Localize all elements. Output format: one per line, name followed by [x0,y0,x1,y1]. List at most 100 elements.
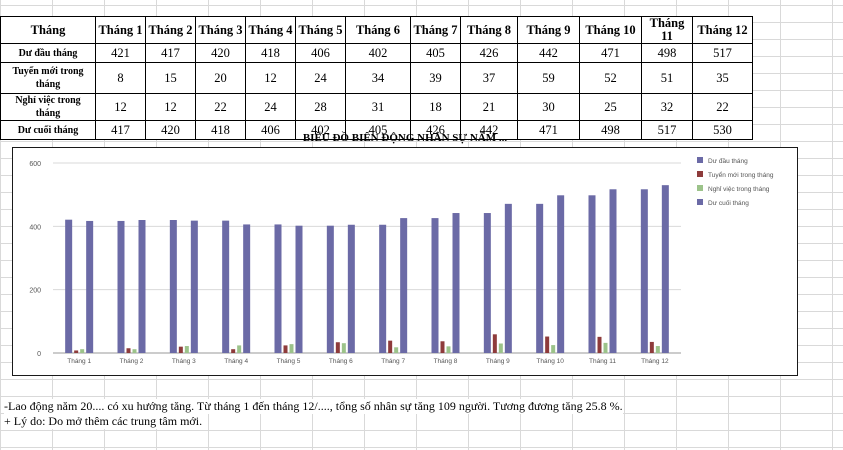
bar [551,345,556,353]
table-cell[interactable]: 417 [145,43,196,63]
table-cell[interactable]: 22 [195,93,246,121]
header-cell[interactable]: Tháng 7 [410,16,461,44]
header-cell[interactable]: Tháng 5 [295,16,346,44]
table-cell[interactable]: 39 [410,62,461,94]
table-cell[interactable]: 517 [692,43,753,63]
table-cell[interactable]: 20 [195,62,246,94]
bar [335,342,340,353]
chart-area[interactable]: 0 200 400 600 Tháng 1 Tháng 2 Tháng 3 Tháng 4 Th… [12,147,798,376]
table-cell[interactable]: 31 [345,93,411,121]
table-cell[interactable]: 418 [195,120,246,140]
table-cell[interactable]: 517 [641,120,693,140]
header-cell[interactable]: Tháng 4 [245,16,296,44]
header-cell[interactable]: Tháng 11 [641,16,693,44]
table-cell[interactable]: 37 [460,62,518,94]
table-cell[interactable]: 406 [295,43,346,63]
row-label[interactable]: Dư đầu tháng [0,43,96,63]
table-cell[interactable]: 51 [641,62,693,94]
x-tick-label: Tháng 12 [641,358,669,365]
x-tick-label: Tháng 10 [536,358,564,365]
bar [274,224,282,353]
table-cell[interactable]: 25 [579,93,642,121]
table-cell[interactable]: 471 [579,43,642,63]
bar [341,343,346,353]
table-cell[interactable]: 12 [95,93,146,121]
legend-label: Dư cuối tháng [708,198,749,207]
header-cell[interactable]: Tháng 12 [692,16,753,44]
table-cell[interactable]: 471 [517,120,580,140]
legend-label: Tuyển mới trong tháng [708,171,774,179]
bar [492,334,497,353]
table-cell[interactable]: 32 [641,93,693,121]
y-tick-label: 400 [29,224,41,231]
bar [169,220,177,353]
table-cell[interactable]: 442 [517,43,580,63]
table-cell[interactable]: 52 [579,62,642,94]
x-tick-label: Tháng 1 [67,358,91,365]
table-cell[interactable]: 442 [460,120,518,140]
table-cell[interactable]: 402 [295,120,346,140]
table-cell[interactable]: 405 [410,43,461,63]
bar [326,225,334,353]
table-cell[interactable]: 34 [345,62,411,94]
x-tick-label: Tháng 2 [120,358,144,365]
row-label[interactable]: Tuyển mới trong tháng [0,62,96,94]
legend-swatch [697,157,703,163]
table-header-row: Tháng Tháng 1 Tháng 2 Tháng 3 Tháng 4 Th… [0,16,753,44]
table-cell[interactable]: 426 [410,120,461,140]
table-cell[interactable]: 12 [245,62,296,94]
header-cell[interactable]: Tháng 1 [95,16,146,44]
bar [661,185,669,353]
table-cell[interactable]: 420 [195,43,246,63]
table-cell[interactable]: 22 [692,93,753,121]
bar [190,220,198,353]
table-cell[interactable]: 24 [245,93,296,121]
header-cell[interactable]: Tháng 6 [345,16,411,44]
table-cell[interactable]: 498 [641,43,693,63]
x-tick-label: Tháng 3 [172,358,196,365]
table-cell[interactable]: 12 [145,93,196,121]
bar [597,336,602,353]
header-cell[interactable]: Tháng 3 [195,16,246,44]
bar [452,213,460,353]
bar [536,203,544,353]
bar [74,350,79,353]
reason-note[interactable]: + Lý do: Do mở thêm các trung tâm mới. [4,414,203,429]
bar [588,195,596,353]
header-cell[interactable]: Tháng 8 [460,16,518,44]
header-cell[interactable]: Tháng 2 [145,16,196,44]
table-cell[interactable]: 21 [460,93,518,121]
table-cell[interactable]: 418 [245,43,296,63]
bar [117,220,125,353]
table-row: Nghỉ việc trong tháng 12 12 22 24 28 31 18 21 30 2… [0,93,753,121]
analysis-note[interactable]: -Lao động năm 20.... có xu hướng tăng. T… [4,399,623,414]
row-label[interactable]: Nghỉ việc trong tháng [0,93,96,121]
table-cell[interactable]: 402 [345,43,411,63]
bar [483,213,491,353]
table-cell[interactable]: 498 [579,120,642,140]
table-cell[interactable]: 59 [517,62,580,94]
table-cell[interactable]: 18 [410,93,461,121]
row-label[interactable]: Dư cuối tháng [0,120,96,140]
bar [400,218,408,353]
table-cell[interactable]: 420 [145,120,196,140]
table-cell[interactable]: 421 [95,43,146,63]
table-cell[interactable]: 15 [145,62,196,94]
bar [132,349,137,353]
table-cell[interactable]: 406 [245,120,296,140]
bar [178,346,183,353]
bar [222,220,230,353]
header-cell[interactable]: Tháng 10 [579,16,642,44]
table-cell[interactable]: 28 [295,93,346,121]
bar [65,219,73,353]
table-cell[interactable]: 8 [95,62,146,94]
header-cell[interactable]: Tháng [0,16,96,44]
table-cell[interactable]: 417 [95,120,146,140]
bar [231,349,236,353]
table-cell[interactable]: 30 [517,93,580,121]
table-cell[interactable]: 530 [692,120,753,140]
header-cell[interactable]: Tháng 9 [517,16,580,44]
table-cell[interactable]: 35 [692,62,753,94]
table-cell[interactable]: 24 [295,62,346,94]
table-cell[interactable]: 426 [460,43,518,63]
